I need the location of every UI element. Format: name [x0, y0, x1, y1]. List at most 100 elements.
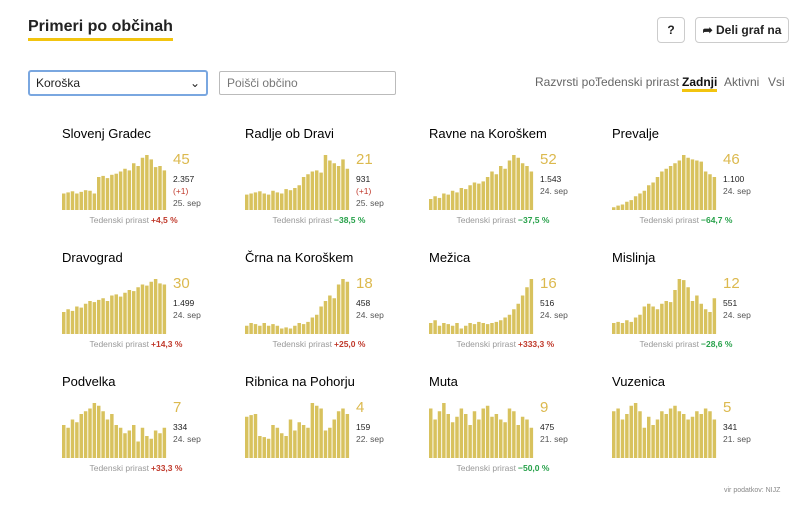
bar: [625, 201, 629, 210]
bar: [494, 321, 499, 334]
date: 24. sep: [723, 310, 751, 320]
bar: [158, 283, 162, 334]
last-value: 18: [356, 275, 373, 292]
bar: [92, 193, 97, 210]
change-label: Tedenski prirast: [456, 463, 516, 473]
bar: [88, 190, 92, 210]
change-label: Tedenski prirast: [272, 215, 332, 225]
bar: [110, 295, 114, 334]
bar: [127, 430, 132, 458]
bar: [450, 422, 455, 458]
bar: [660, 303, 664, 334]
bar: [437, 325, 442, 334]
share-button[interactable]: ➦ Deli graf na: [695, 17, 789, 43]
bar: [499, 166, 503, 210]
bar: [62, 193, 66, 210]
bar: [629, 321, 633, 334]
bar: [249, 193, 253, 210]
bar: [485, 324, 490, 334]
bar: [245, 194, 249, 210]
change-label: Tedenski prirast: [456, 339, 516, 349]
bar: [437, 197, 442, 210]
bar: [642, 190, 647, 210]
bar: [66, 309, 70, 334]
bar: [341, 408, 345, 458]
bar: [464, 189, 468, 210]
bar: [145, 155, 149, 210]
bar: [651, 425, 655, 458]
bar: [668, 166, 673, 210]
bar: [315, 170, 319, 210]
bar: [664, 168, 668, 210]
sort-option[interactable]: Zadnji: [682, 75, 718, 92]
bar: [101, 298, 105, 334]
date: 24. sep: [540, 310, 568, 320]
bar: [695, 411, 699, 458]
bar: [459, 188, 464, 210]
sort-option[interactable]: Tedenski prirast: [595, 75, 680, 89]
bar: [328, 295, 332, 334]
bar: [481, 181, 485, 210]
bar: [149, 159, 153, 210]
bar: [258, 436, 262, 458]
bar: [306, 174, 310, 210]
municipality-name: Podvelka: [62, 374, 116, 389]
bar: [660, 411, 664, 458]
region-select[interactable]: Koroška ⌄: [28, 70, 208, 96]
search-input[interactable]: Poišči občino: [219, 71, 396, 95]
bar: [695, 295, 699, 334]
bar: [633, 196, 638, 210]
share-label: Deli graf na: [716, 23, 782, 37]
municipality-name: Radlje ob Dravi: [245, 126, 334, 141]
help-button[interactable]: ?: [657, 17, 685, 43]
bar: [288, 328, 293, 334]
bar: [503, 317, 507, 334]
bar: [110, 414, 114, 458]
bar: [625, 320, 629, 334]
bar: [284, 327, 288, 334]
total-cases: 334: [173, 422, 187, 432]
bar: [668, 408, 673, 458]
bar: [477, 183, 481, 210]
source: vir podatkov: NIJZ: [724, 487, 781, 494]
bar: [301, 177, 306, 210]
bar: [328, 160, 332, 210]
municipality-name: Vuzenica: [612, 374, 666, 389]
change-label: Tedenski prirast: [89, 215, 149, 225]
bar: [520, 295, 525, 334]
bar: [472, 182, 477, 210]
bar: [262, 323, 266, 334]
bar: [686, 157, 690, 210]
bar: [503, 422, 507, 458]
bar: [92, 302, 97, 334]
bar: [301, 324, 306, 334]
bar: [332, 419, 336, 458]
bar: [664, 414, 668, 458]
bar: [315, 314, 319, 334]
bar: [455, 416, 459, 458]
date: 24. sep: [723, 186, 751, 196]
share-icon: ➦: [702, 23, 717, 37]
bar: [70, 191, 75, 210]
bar: [712, 419, 717, 458]
total-cases: 458: [356, 298, 370, 308]
bar: [450, 325, 455, 334]
bar: [525, 287, 529, 334]
bar: [620, 419, 625, 458]
sort-option[interactable]: Aktivni: [724, 75, 760, 89]
total-cases: 2.357: [173, 174, 195, 184]
weekly-change: −38,5 %: [334, 215, 366, 225]
bar: [275, 427, 280, 458]
sort-option[interactable]: Vsi: [768, 75, 785, 89]
date: 21. sep: [723, 434, 751, 444]
bar: [625, 414, 629, 458]
bar: [158, 433, 162, 458]
bar: [708, 411, 712, 458]
bar: [490, 416, 494, 458]
bar: [512, 411, 516, 458]
bar: [494, 174, 499, 210]
bar: [83, 190, 88, 210]
total-cases: 159: [356, 422, 370, 432]
bar: [529, 171, 534, 210]
